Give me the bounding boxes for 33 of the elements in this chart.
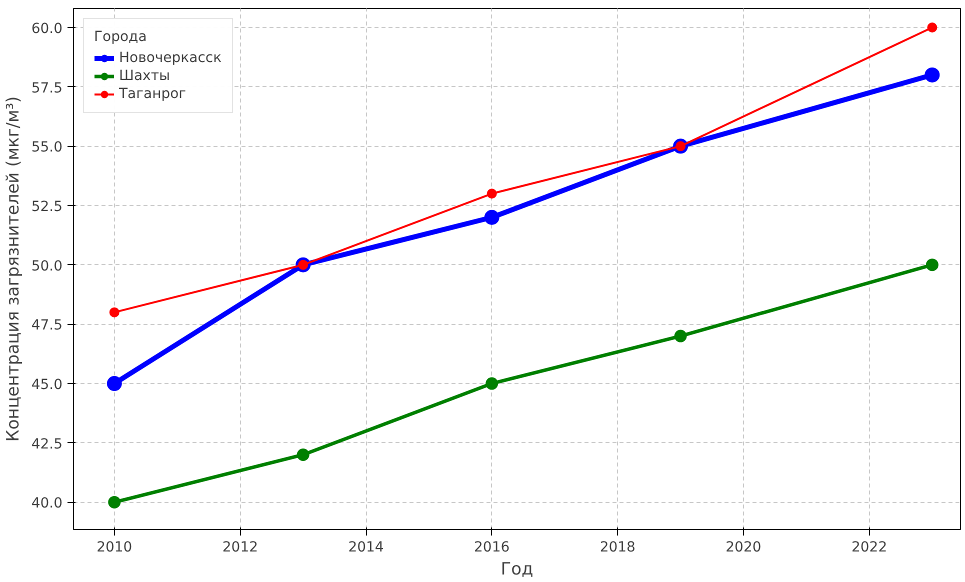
x-tick-label: 2016 [474, 540, 510, 556]
x-tick-label: 2022 [851, 540, 888, 556]
point [486, 377, 498, 390]
legend-title: Города [94, 29, 148, 45]
point [108, 496, 121, 508]
y-tick-label: 57.5 [31, 80, 62, 96]
point [296, 448, 310, 461]
point [484, 210, 500, 225]
y-axis-title: Концентрация загрязнителей (мкг/м³) [3, 96, 24, 442]
y-tick-label: 60.0 [31, 20, 62, 37]
point [924, 67, 940, 82]
point [109, 307, 120, 318]
y-tick-label: 52.5 [31, 199, 62, 216]
point [926, 258, 938, 272]
legend-label: Таганрог [119, 86, 186, 102]
y-tick-label: 40.0 [31, 496, 62, 512]
y-tick-label: 50.0 [31, 258, 62, 274]
y-tick-label: 42.5 [31, 436, 62, 452]
x-tick-label: 2020 [726, 540, 762, 556]
legend-label: Шахты [119, 68, 170, 84]
x-tick-label: 2012 [222, 540, 258, 556]
point [486, 188, 497, 199]
y-tick-label: 47.5 [31, 318, 62, 334]
x-tick-label: 2010 [96, 540, 132, 556]
legend-label: Новочеркасск [119, 50, 222, 66]
y-tick-label: 45.0 [31, 377, 62, 394]
point [927, 22, 938, 32]
x-tick-label: 2014 [348, 540, 384, 556]
y-tick-label: 55.0 [31, 140, 62, 156]
x-axis-title: Год [500, 560, 534, 580]
x-tick-label: 2018 [600, 540, 636, 556]
point [106, 376, 122, 392]
point [674, 330, 687, 342]
